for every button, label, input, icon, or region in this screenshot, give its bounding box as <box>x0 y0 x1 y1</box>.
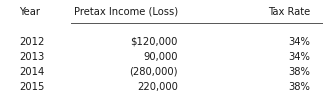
Text: (280,000): (280,000) <box>129 67 178 77</box>
Text: 34%: 34% <box>288 37 310 47</box>
Text: 2013: 2013 <box>19 52 45 62</box>
Text: Tax Rate: Tax Rate <box>268 7 310 17</box>
Text: 2015: 2015 <box>19 82 45 92</box>
Text: 90,000: 90,000 <box>143 52 178 62</box>
Text: 38%: 38% <box>288 82 310 92</box>
Text: 220,000: 220,000 <box>137 82 178 92</box>
Text: 2014: 2014 <box>19 67 45 77</box>
Text: Pretax Income (Loss): Pretax Income (Loss) <box>74 7 178 17</box>
Text: $120,000: $120,000 <box>130 37 178 47</box>
Text: 38%: 38% <box>288 67 310 77</box>
Text: 34%: 34% <box>288 52 310 62</box>
Text: Year: Year <box>19 7 40 17</box>
Text: 2012: 2012 <box>19 37 45 47</box>
